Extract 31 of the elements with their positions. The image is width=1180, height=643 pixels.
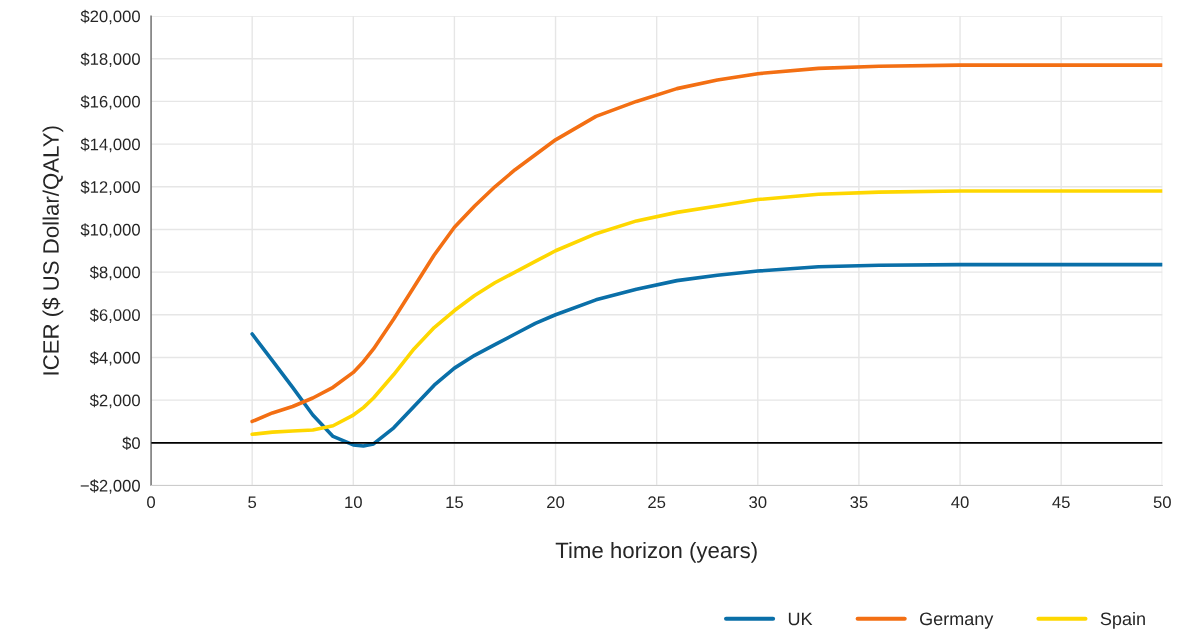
x-tick-label: 5 [248,496,257,509]
y-tick-label: $14,000 [80,137,140,153]
x-tick-label: 15 [446,496,463,509]
y-tick-label: $2,000 [89,393,140,409]
legend-label: UK [788,612,813,626]
x-tick-label: 25 [648,496,666,509]
x-tick-label: 40 [951,496,969,509]
y-tick-label: −$2,000 [80,479,140,494]
line-series [250,262,1163,448]
x-tick-label: 30 [749,496,767,509]
x-axis-title: Time horizon (years) [555,541,757,563]
y-tick-label: $0 [122,436,140,450]
x-tick-label: 0 [147,496,156,509]
y-tick-label: $12,000 [80,180,140,195]
x-tick-label: 20 [547,496,565,509]
y-axis-title: ICER ($ US Dollar/QALY) [42,126,64,375]
legend-label: Germany [920,612,994,629]
y-tick-label: $8,000 [89,265,140,281]
y-tick-label: $20,000 [80,9,140,25]
x-tick-label: 35 [850,496,868,509]
legend-label: Spain [1100,611,1145,629]
y-tick-label: $4,000 [89,351,140,366]
x-tick-label: 10 [345,496,362,509]
y-tick-label: $10,000 [80,223,140,238]
line-series [250,189,1163,437]
line-series [250,63,1163,424]
x-tick-label: 50 [1153,496,1171,509]
y-tick-label: $18,000 [80,52,140,67]
y-tick-label: $16,000 [80,95,140,110]
y-tick-label: $6,000 [89,308,140,323]
x-tick-label: 45 [1052,496,1070,509]
